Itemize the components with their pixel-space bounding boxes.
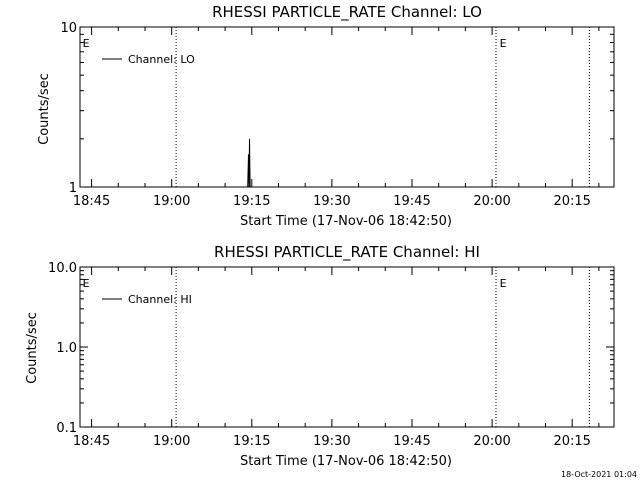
x-tick-label: 19:15 xyxy=(233,194,270,209)
event-marker-label: E xyxy=(83,277,90,290)
x-tick-label: 19:00 xyxy=(153,434,190,449)
y-tick-label: 1 xyxy=(69,181,77,196)
x-tick-label: 19:30 xyxy=(313,194,350,209)
x-tick-label: 18:45 xyxy=(73,194,110,209)
lo-legend-label: Channel: LO xyxy=(128,53,195,66)
x-tick-label: 18:45 xyxy=(73,434,110,449)
lo-axis-ticks: 18:45 19:00 19:15 19:30 19:45 20:00 20:15 10 1 xyxy=(60,21,614,209)
hi-channel-panel: RHESSI PARTICLE_RATE Channel: HI Counts/… xyxy=(25,243,615,469)
x-tick-label: 20:15 xyxy=(553,434,590,449)
x-tick-label: 19:15 xyxy=(233,434,270,449)
x-tick-label: 19:30 xyxy=(313,434,350,449)
event-marker-label: E xyxy=(500,277,507,290)
x-tick-label: 20:00 xyxy=(473,434,510,449)
y-tick-label: 1.0 xyxy=(56,341,77,356)
lo-plot-frame xyxy=(79,26,615,188)
hi-legend-label: Channel: HI xyxy=(128,293,192,306)
y-tick-label: 10 xyxy=(60,21,77,36)
hi-y-axis-label: Counts/sec xyxy=(25,312,40,384)
x-tick-label: 19:00 xyxy=(153,194,190,209)
y-tick-label: 0.1 xyxy=(56,421,77,436)
x-tick-label: 20:15 xyxy=(553,194,590,209)
hi-axis-ticks: 18:45 19:00 19:15 19:30 19:45 20:00 20:15 10.0 1… xyxy=(48,261,614,449)
lo-channel-panel: RHESSI PARTICLE_RATE Channel: LO Counts/… xyxy=(37,3,615,229)
lo-chart-title: RHESSI PARTICLE_RATE Channel: LO xyxy=(212,3,482,22)
hi-legend: Channel: HI xyxy=(102,293,192,306)
x-tick-label: 19:45 xyxy=(393,194,430,209)
event-marker-label: E xyxy=(83,37,90,50)
x-tick-label: 20:00 xyxy=(473,194,510,209)
hi-plot-frame xyxy=(79,266,615,428)
lo-legend: Channel: LO xyxy=(102,53,195,66)
lo-x-axis-label: Start Time (17-Nov-06 18:42:50) xyxy=(240,214,452,229)
hi-x-axis-label: Start Time (17-Nov-06 18:42:50) xyxy=(240,454,452,469)
y-tick-label: 10.0 xyxy=(48,261,77,276)
lo-y-axis-label: Counts/sec xyxy=(37,73,52,145)
generated-timestamp: 18-Oct-2021 01:04 xyxy=(561,470,637,479)
x-tick-label: 19:45 xyxy=(393,434,430,449)
event-marker-label: E xyxy=(500,37,507,50)
hi-chart-title: RHESSI PARTICLE_RATE Channel: HI xyxy=(214,243,480,262)
